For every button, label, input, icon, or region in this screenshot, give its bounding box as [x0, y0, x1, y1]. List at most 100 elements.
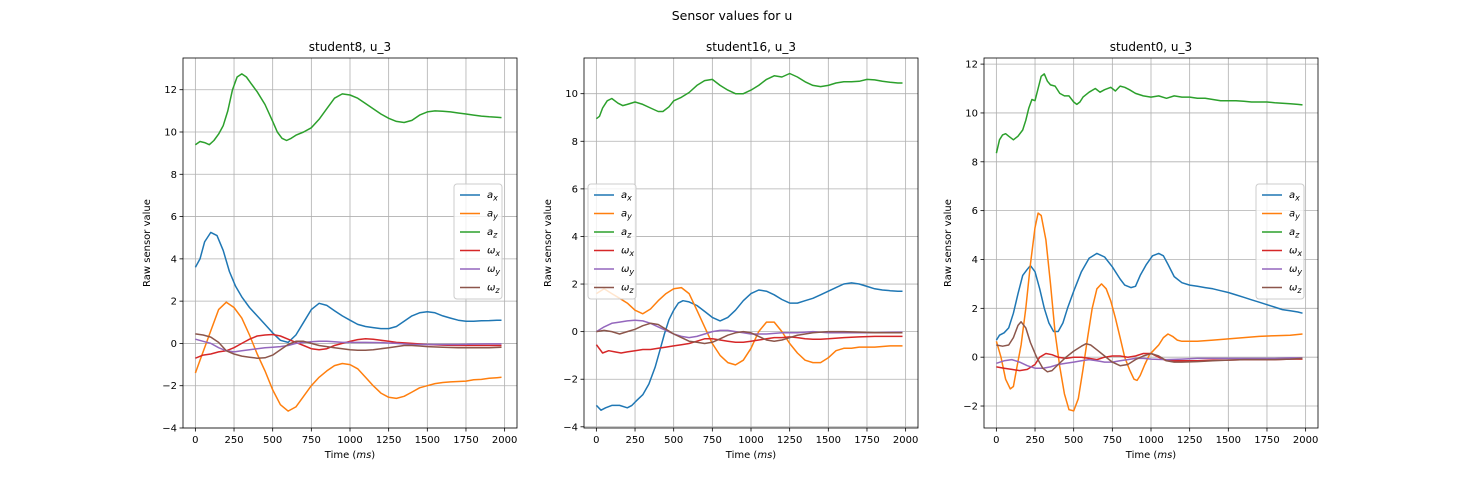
legend: ax ay az ωx ωy ωz	[1255, 183, 1305, 300]
subplot-title: student8, u_3	[309, 40, 391, 54]
legend-label: ax	[1289, 190, 1300, 203]
x-tick-label: 2000	[1293, 435, 1318, 446]
y-tick-label: 0	[572, 327, 578, 338]
y-axis-label: Raw sensor value	[943, 199, 954, 287]
x-tick-label: 0	[993, 435, 999, 446]
y-tick-label: 6	[171, 212, 177, 223]
y-tick-label: −4	[162, 424, 177, 435]
legend-label: ωx	[487, 246, 500, 259]
y-tick-label: 0	[972, 353, 978, 364]
x-tick-label: 1000	[1138, 435, 1163, 446]
legend-label: az	[1289, 227, 1300, 240]
y-tick-label: 0	[171, 339, 177, 350]
legend-label: ax	[621, 190, 632, 203]
legend: ax ay az ωx ωy ωz	[587, 183, 637, 300]
y-axis-label: Raw sensor value	[142, 199, 153, 287]
series-line-a_z	[595, 72, 903, 120]
legend-label: ay	[487, 209, 498, 222]
series-line-a_y	[596, 286, 903, 366]
y-tick-label: 2	[972, 304, 978, 315]
x-tick-label: 2000	[893, 435, 918, 446]
x-tick-label: 2000	[492, 435, 517, 446]
x-tick-label: 1500	[816, 435, 841, 446]
y-tick-label: 8	[572, 137, 578, 148]
legend: ax ay az ωx ωy ωz	[453, 183, 503, 300]
y-tick-label: −4	[563, 422, 578, 433]
legend-label: ωz	[1289, 283, 1302, 296]
y-tick-label: 12	[164, 85, 177, 96]
subplot-title: student16, u_3	[706, 40, 796, 54]
x-tick-label: 1000	[738, 435, 763, 446]
legend-label: ωx	[621, 246, 634, 259]
y-tick-label: 4	[972, 255, 978, 266]
y-tick-label: 10	[965, 108, 978, 119]
x-tick-label: 250	[224, 435, 243, 446]
x-tick-label: 1750	[854, 435, 879, 446]
y-tick-label: 6	[572, 184, 578, 195]
y-tick-label: 8	[972, 157, 978, 168]
x-axis-label: Time (ms)	[1125, 450, 1177, 461]
legend-label: ωz	[487, 283, 500, 296]
x-tick-label: 0	[593, 435, 599, 446]
series-line-ω_y	[195, 338, 502, 353]
series-line-a_x	[995, 252, 1303, 341]
y-tick-label: −2	[563, 375, 578, 386]
subplot-1: 0 250 500 750 1000 1250 1500 1750 2000 −4 −2 0 2 4 6 8 1…	[142, 40, 518, 461]
legend-label: ay	[621, 209, 632, 222]
y-tick-label: 6	[972, 206, 978, 217]
series-line-a_x	[194, 231, 502, 344]
legend-label: ax	[487, 190, 498, 203]
series-line-ω_x	[595, 335, 903, 354]
x-tick-label: 250	[1025, 435, 1044, 446]
series-line-ω_z	[195, 333, 502, 359]
series-line-ω_x	[195, 333, 502, 359]
x-tick-label: 500	[664, 435, 683, 446]
legend-label: ωy	[621, 264, 634, 277]
x-tick-label: 1500	[1216, 435, 1241, 446]
legend-label: ωy	[487, 264, 500, 277]
legend-label: az	[487, 227, 498, 240]
y-tick-label: 2	[572, 280, 578, 291]
y-tick-label: −2	[162, 381, 177, 392]
legend-label: ωx	[1289, 246, 1302, 259]
legend-label: az	[621, 227, 632, 240]
y-tick-label: 8	[171, 170, 177, 181]
x-tick-label: 1250	[1177, 435, 1202, 446]
series-line-a_y	[194, 301, 502, 412]
x-tick-label: 750	[302, 435, 321, 446]
legend-label: ωz	[621, 283, 634, 296]
x-tick-label: 0	[192, 435, 198, 446]
series-line-a_x	[595, 282, 903, 411]
x-tick-label: 1250	[777, 435, 802, 446]
legend-label: ay	[1289, 209, 1300, 222]
x-tick-label: 1250	[376, 435, 401, 446]
x-tick-label: 750	[703, 435, 722, 446]
x-tick-label: 750	[1103, 435, 1122, 446]
x-tick-label: 1750	[453, 435, 478, 446]
y-axis-label: Raw sensor value	[543, 199, 554, 287]
series-line-ω_y	[596, 319, 903, 339]
y-tick-label: 10	[565, 89, 578, 100]
series-line-a_z	[995, 73, 1303, 154]
x-tick-label: 1000	[337, 435, 362, 446]
y-tick-label: 4	[171, 254, 177, 265]
x-tick-label: 1500	[415, 435, 440, 446]
y-tick-label: 12	[965, 60, 978, 71]
legend-label: ωy	[1289, 264, 1302, 277]
series-line-ω_z	[996, 321, 1303, 373]
y-tick-label: 10	[164, 128, 177, 139]
y-tick-label: 2	[171, 297, 177, 308]
series-line-a_y	[995, 212, 1303, 412]
subplot-title: student0, u_3	[1110, 40, 1192, 54]
y-tick-label: 4	[572, 232, 578, 243]
y-tick-label: −2	[963, 402, 978, 413]
x-axis-label: Time (ms)	[324, 450, 376, 461]
x-tick-label: 1750	[1254, 435, 1279, 446]
figure-title: Sensor values for u	[672, 8, 793, 23]
x-tick-label: 500	[263, 435, 282, 446]
series-line-ω_z	[596, 322, 903, 345]
x-axis-label: Time (ms)	[725, 450, 777, 461]
subplot-2: 0 250 500 750 1000 1250 1500 1750 2000 −4 −2 0 2 4 6 8 1…	[543, 40, 919, 461]
